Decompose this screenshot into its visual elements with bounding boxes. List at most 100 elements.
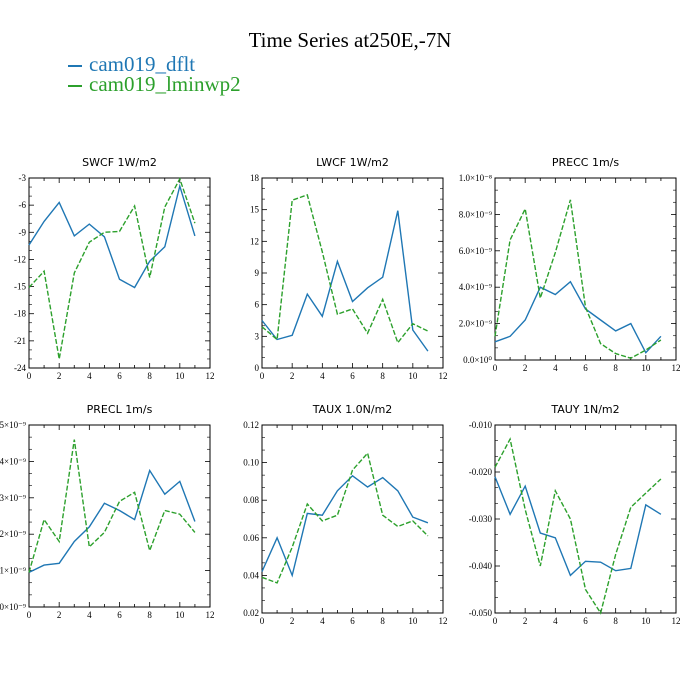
y-tick-label: -18 bbox=[14, 309, 26, 319]
x-tick-label: 6 bbox=[350, 371, 355, 381]
legend-item-dflt: cam019_dflt bbox=[68, 52, 195, 77]
x-tick-label: 8 bbox=[613, 616, 618, 626]
plot-panel-0: SWCF 1W/m2 0 2 4 6 8 10 12 -24 -21 -18 -15 -12 -9 -6 -3 bbox=[14, 156, 215, 381]
x-tick-label: 12 bbox=[439, 371, 448, 381]
x-tick-label: 4 bbox=[87, 371, 92, 381]
y-tick-label: -3 bbox=[19, 173, 27, 183]
y-tick-label: -21 bbox=[14, 336, 26, 346]
plot-panel-2: PRECC 1m/s 0 2 4 6 8 10 12 0.0×10⁰ 2.0×10⁻⁹ 4.0×10… bbox=[459, 156, 681, 373]
plot-title: PRECC 1m/s bbox=[552, 156, 620, 169]
plot-frame bbox=[494, 177, 677, 361]
plot-panel-5: TAUY 1N/m2 0 2 4 6 8 10 12 -0.050 -0.040 -0.030 -0.… bbox=[469, 403, 681, 626]
series-line-lminwp2 bbox=[261, 193, 429, 345]
x-tick-label: 8 bbox=[147, 371, 152, 381]
series-line-dflt bbox=[494, 280, 662, 354]
x-tick-label: 12 bbox=[206, 371, 215, 381]
y-tick-label: 0.06 bbox=[243, 533, 259, 543]
series-line-lminwp2 bbox=[28, 439, 196, 573]
x-tick-label: 10 bbox=[408, 616, 418, 626]
series-line-lminwp2 bbox=[28, 177, 196, 360]
x-tick-label: 0 bbox=[493, 616, 498, 626]
y-tick-label: 5×10⁻⁹ bbox=[0, 420, 26, 430]
x-tick-label: 0 bbox=[27, 371, 32, 381]
y-tick-label: -12 bbox=[14, 254, 26, 264]
x-tick-label: 0 bbox=[27, 610, 32, 620]
legend-swatch-lminwp2 bbox=[68, 85, 82, 88]
y-tick-label: 2.0×10⁻⁹ bbox=[459, 319, 492, 329]
plot-frame bbox=[494, 424, 677, 614]
y-tick-label: -0.040 bbox=[469, 561, 493, 571]
plot-frame bbox=[261, 177, 444, 369]
x-tick-label: 10 bbox=[175, 371, 185, 381]
plot-panel-4: TAUX 1.0N/m2 0 2 4 6 8 10 12 0.02 0.04 0.06 0.08 0.1… bbox=[243, 403, 447, 626]
y-tick-label: 0.04 bbox=[243, 570, 259, 580]
series-line-dflt bbox=[28, 468, 196, 574]
plot-title: SWCF 1W/m2 bbox=[82, 156, 157, 169]
x-tick-label: 4 bbox=[320, 371, 325, 381]
series-line-lminwp2 bbox=[494, 199, 662, 359]
legend-label-lminwp2: cam019_lminwp2 bbox=[89, 72, 241, 96]
x-tick-label: 4 bbox=[553, 616, 558, 626]
y-tick-label: 0×10⁻⁹ bbox=[0, 602, 26, 612]
y-tick-label: 0.0×10⁰ bbox=[463, 355, 492, 365]
y-tick-label: 4×10⁻⁹ bbox=[0, 456, 26, 466]
series-line-dflt bbox=[261, 210, 429, 352]
x-tick-label: 2 bbox=[57, 371, 62, 381]
x-tick-label: 10 bbox=[641, 616, 651, 626]
x-tick-label: 10 bbox=[175, 610, 185, 620]
x-tick-label: 8 bbox=[613, 363, 618, 373]
x-tick-label: 6 bbox=[117, 610, 122, 620]
x-tick-label: 2 bbox=[523, 363, 528, 373]
x-tick-label: 6 bbox=[583, 363, 588, 373]
x-tick-label: 6 bbox=[350, 616, 355, 626]
series-line-dflt bbox=[261, 474, 429, 578]
x-tick-label: 12 bbox=[206, 610, 215, 620]
x-tick-label: 0 bbox=[260, 371, 265, 381]
series-line-lminwp2 bbox=[261, 451, 429, 584]
x-tick-label: 12 bbox=[672, 616, 681, 626]
x-tick-label: 8 bbox=[380, 371, 385, 381]
y-tick-label: 15 bbox=[250, 205, 260, 215]
x-tick-label: 0 bbox=[260, 616, 265, 626]
y-tick-label: -0.020 bbox=[469, 467, 493, 477]
x-tick-label: 2 bbox=[290, 616, 295, 626]
y-tick-label: 8.0×10⁻⁹ bbox=[459, 209, 492, 219]
y-tick-label: 6.0×10⁻⁹ bbox=[459, 246, 492, 256]
y-tick-label: -0.010 bbox=[469, 420, 493, 430]
legend-item-lminwp2: cam019_lminwp2 bbox=[68, 72, 241, 97]
y-tick-label: 6 bbox=[255, 300, 260, 310]
y-tick-label: 1.0×10⁻⁸ bbox=[459, 173, 492, 183]
y-tick-label: 1×10⁻⁹ bbox=[0, 566, 26, 576]
y-tick-label: -24 bbox=[14, 363, 26, 373]
y-tick-label: 12 bbox=[250, 236, 259, 246]
legend-label-dflt: cam019_dflt bbox=[89, 52, 196, 76]
y-tick-label: 4.0×10⁻⁹ bbox=[459, 282, 492, 292]
y-tick-label: 0.10 bbox=[243, 458, 259, 468]
y-tick-label: 0.12 bbox=[243, 420, 259, 430]
x-tick-label: 10 bbox=[408, 371, 418, 381]
series-line-dflt bbox=[28, 183, 196, 289]
legend-swatch-dflt bbox=[68, 65, 82, 68]
x-tick-label: 2 bbox=[57, 610, 62, 620]
x-tick-label: 4 bbox=[320, 616, 325, 626]
series-line-lminwp2 bbox=[494, 437, 662, 615]
y-tick-label: 3×10⁻⁹ bbox=[0, 493, 26, 503]
x-tick-label: 12 bbox=[439, 616, 448, 626]
plot-frame bbox=[261, 424, 444, 614]
y-tick-label: 9 bbox=[255, 268, 260, 278]
plot-title: TAUY 1N/m2 bbox=[550, 403, 619, 416]
plot-panel-3: PRECL 1m/s 0 2 4 6 8 10 12 0×10⁻⁹ 1×10⁻⁹ 2×10⁻⁹ 3×1… bbox=[0, 403, 215, 620]
plot-title: TAUX 1.0N/m2 bbox=[312, 403, 393, 416]
x-tick-label: 2 bbox=[523, 616, 528, 626]
x-tick-label: 2 bbox=[290, 371, 295, 381]
y-tick-label: 0.02 bbox=[243, 608, 259, 618]
x-tick-label: 8 bbox=[380, 616, 385, 626]
plot-panel-1: LWCF 1W/m2 0 2 4 6 8 10 12 0 3 6 9 12 15 18 bbox=[250, 156, 448, 381]
y-tick-label: 0.08 bbox=[243, 495, 259, 505]
x-tick-label: 0 bbox=[493, 363, 498, 373]
x-tick-label: 4 bbox=[553, 363, 558, 373]
y-tick-label: 3 bbox=[255, 331, 260, 341]
y-tick-label: -0.030 bbox=[469, 514, 493, 524]
y-tick-label: -0.050 bbox=[469, 608, 493, 618]
